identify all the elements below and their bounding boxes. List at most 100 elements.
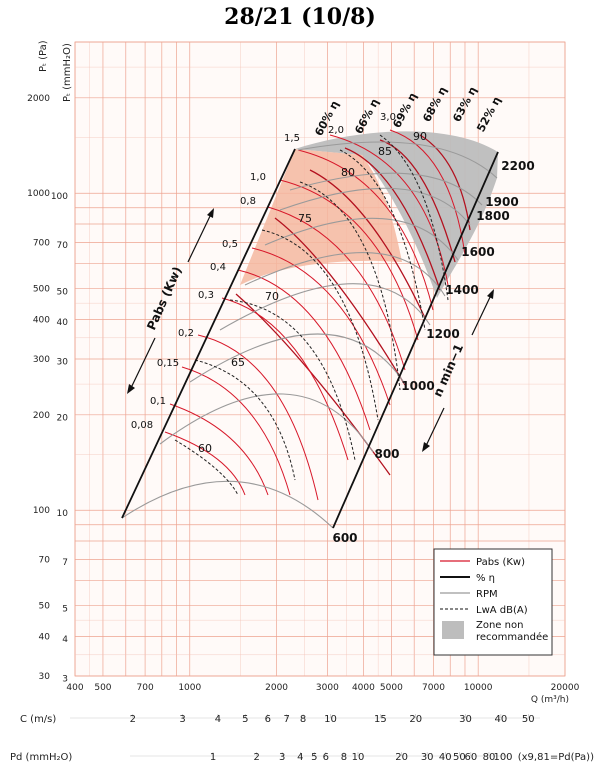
efficiency-curve [344,147,441,291]
power-label: 3,0 [380,112,396,123]
orange-band [240,149,402,285]
x-tick-label: 2000 [265,683,288,693]
noise-curve [261,229,379,421]
noise-label: 80 [341,166,355,179]
rpm-label: 600 [332,531,357,545]
pabs-arrowhead-down [127,384,135,394]
n-arrowhead-down [422,442,430,452]
rpm-label: 1900 [485,195,518,209]
x-tick-label: 700 [137,683,154,693]
power-curve [279,179,419,341]
power-curve [164,431,246,496]
power-curve [389,129,466,256]
pd-axis-tick-label: 10 [352,752,365,763]
y-tick-label-pa: 700 [33,238,50,248]
rpm-curve [121,480,334,529]
y-axis-label-pa: Pₜ (Pa) [38,40,49,72]
power-label: 0,08 [131,420,153,431]
c-axis-tick-label: 6 [265,714,271,725]
y-tick-label-mmh2o: 40 [57,318,69,328]
c-axis-tick-label: 3 [179,714,185,725]
y-tick-label-mmh2o: 50 [57,287,69,297]
y-tick-label-pa: 30 [39,672,51,682]
y-axis-label-mmh2o: Pₜ (mmH₂O) [62,43,73,102]
efficiency-curve [309,169,426,319]
y-tick-label-pa: 500 [33,285,50,295]
power-curve [297,149,434,311]
c-axis-tick-label: 2 [130,714,136,725]
power-curve [237,269,371,431]
x-tick-label: 10000 [464,683,493,693]
y-tick-label-mmh2o: 10 [57,509,69,519]
y-tick-label-pa: 400 [33,315,50,325]
y-tick-label-pa: 70 [39,555,51,565]
rpm-curve [264,217,459,261]
pd-axis-note: (x9,81=Pd(Pa)) [518,752,594,763]
x-tick-label: 3000 [316,683,339,693]
chart-axes: 400 500 700 1000 2000 3000 4000 5000 7000 10000 20… [10,40,594,763]
y-tick-label-pa: 2000 [27,94,50,104]
noise-curve [299,181,401,391]
pabs-arrow-upper [187,211,213,263]
c-axis-tick-label: 20 [409,714,422,725]
pabs-arrowhead-up [207,208,214,218]
pd-axis-tick-label: 4 [297,752,303,763]
power-curve [267,206,406,371]
legend-item-label: RPM [476,589,498,600]
noise-label: 60 [198,442,212,455]
legend-zone-swatch [442,621,464,639]
pd-axis-label: Pd (mmH₂O) [10,752,72,763]
x-tick-label: 4000 [352,683,375,693]
noise-label: 85 [378,145,392,158]
noise-curve [379,134,449,301]
efficiency-curve [274,217,406,386]
c-axis-tick-label: 4 [215,714,221,725]
power-curve [251,247,391,406]
rpm-label: 1200 [426,327,459,341]
c-axis-tick-label: 8 [300,714,306,725]
y-tick-label-pa: 50 [39,602,51,612]
power-curve [181,366,291,496]
y-tick-label-mmh2o: 7 [62,558,68,568]
rpm-curve [244,252,446,297]
pd-axis-tick-label: 80 [483,752,496,763]
pd-axis-tick-label: 40 [439,752,452,763]
pd-axis-tick-label: 60 [464,752,477,763]
y-tick-label-pa: 300 [33,355,50,365]
y-tick-label-mmh2o: 70 [57,241,69,251]
power-label: 1,0 [250,172,266,183]
power-label: 2,0 [328,125,344,136]
noise-label: 70 [265,290,279,303]
y-tick-label-pa: 1000 [27,189,50,199]
x-tick-label: 1000 [178,683,201,693]
noise-curve [229,299,356,461]
pd-axis-tick-label: 20 [395,752,408,763]
rpm-label: 2200 [501,159,534,173]
x-axis-label: Q (m³/h) [531,695,569,705]
envelope-left-boundary [121,148,296,519]
power-label: 0,3 [198,290,214,301]
noise-curve [194,359,296,481]
rpm-curve [297,141,498,179]
c-axis-tick-label: 10 [324,714,337,725]
n-arrow-lower [424,407,445,449]
power-label: 1,5 [284,133,300,144]
legend-zone-label: recommandée [476,631,548,643]
rpm-curve [279,187,471,226]
pd-axis-tick-label: 5 [311,752,317,763]
legend-item-label: % η [476,573,495,584]
rpm-label: 800 [374,447,399,461]
y-tick-label-mmh2o: 3 [62,675,68,685]
legend-item-label: LwA dB(A) [476,605,528,616]
y-tick-label-mmh2o: 30 [57,358,69,368]
rpm-label: 1600 [461,245,494,259]
power-curve [169,403,269,496]
power-label: 0,1 [150,396,166,407]
x-tick-label: 400 [66,683,83,693]
noise-curve [174,439,239,496]
pd-axis-tick-label: 6 [323,752,329,763]
power-label: 0,5 [222,239,238,250]
c-axis-label: C (m/s) [20,714,56,725]
c-axis-tick-label: 40 [495,714,508,725]
y-tick-label-mmh2o: 100 [51,192,68,202]
